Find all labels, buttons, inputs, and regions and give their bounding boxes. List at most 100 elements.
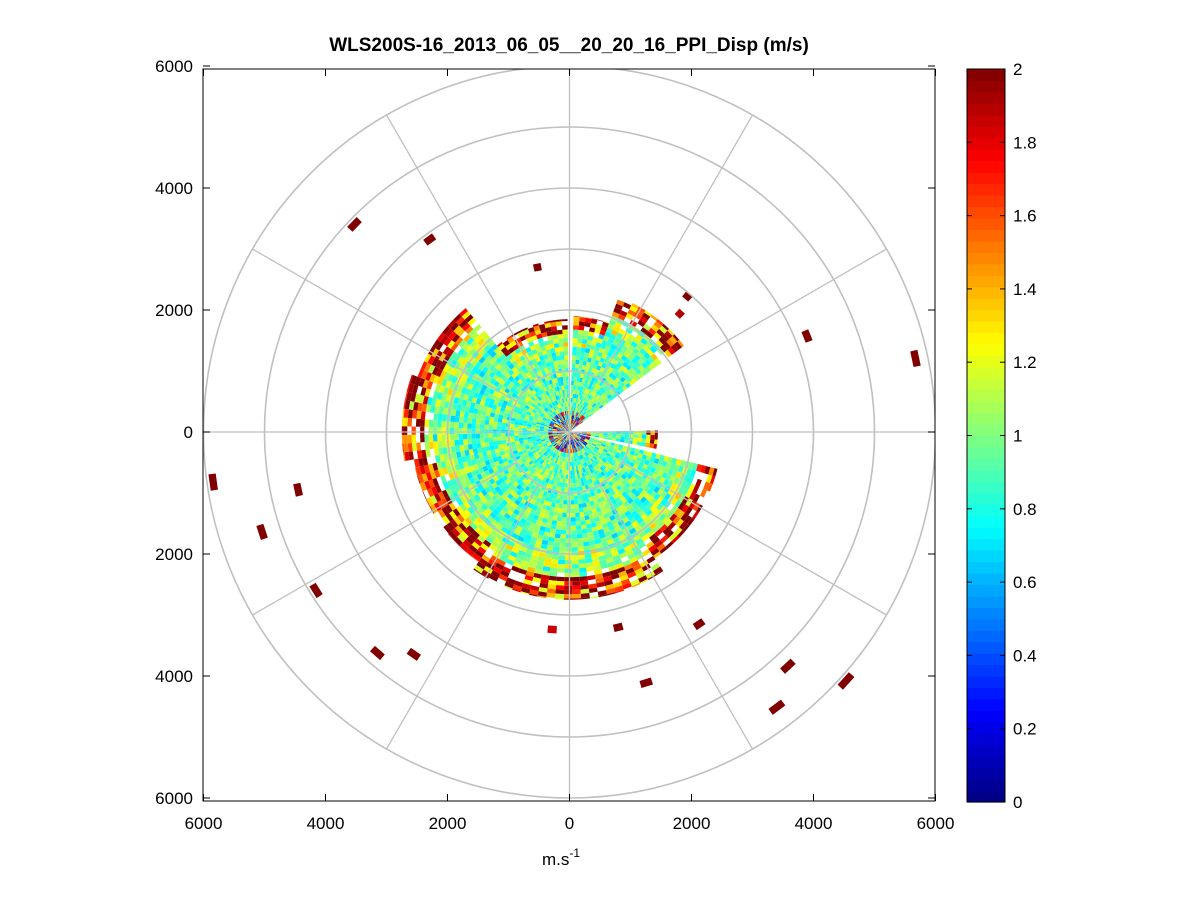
scan-cell <box>500 493 508 500</box>
scan-cell <box>594 454 599 459</box>
scan-cell <box>556 433 562 435</box>
scan-cell <box>628 334 636 342</box>
scan-cell <box>525 445 530 450</box>
scan-cell <box>511 400 518 406</box>
scan-cell <box>578 420 583 424</box>
scan-cell <box>548 497 553 503</box>
scan-cell <box>614 585 624 593</box>
scan-cell <box>502 443 508 448</box>
scan-cell <box>471 385 478 392</box>
scan-cell <box>528 375 534 381</box>
scan-cell <box>537 451 543 456</box>
scan-cell <box>531 358 538 365</box>
scan-cell <box>571 444 573 449</box>
scan-cell <box>556 355 561 361</box>
scan-cell <box>550 502 556 508</box>
scan-cell <box>540 388 546 394</box>
scan-cell <box>609 454 615 460</box>
scan-cell <box>593 393 599 399</box>
scan-cell <box>463 411 469 418</box>
scan-cell <box>524 404 530 410</box>
scan-cell <box>575 521 581 526</box>
scan-cell <box>500 526 509 534</box>
scan-cell <box>561 427 566 431</box>
scan-cell <box>604 454 610 459</box>
scan-cell <box>479 433 485 439</box>
scan-cell <box>570 423 572 428</box>
scan-cell <box>579 317 586 323</box>
scan-cell <box>617 314 626 321</box>
scan-cell <box>548 379 553 385</box>
scan-cell <box>597 361 604 367</box>
scan-cell <box>608 383 614 389</box>
scan-cell <box>600 445 605 449</box>
scan-cell <box>489 511 497 520</box>
scan-cell <box>564 577 573 582</box>
scan-cell <box>523 407 529 412</box>
scan-cell <box>505 544 514 551</box>
azimuth-spoke <box>599 484 754 750</box>
scan-cell <box>542 456 548 461</box>
scan-cell <box>611 329 619 337</box>
outlier-gate <box>208 473 218 491</box>
scan-cell <box>610 473 616 479</box>
scan-cell <box>529 398 535 404</box>
scan-cell <box>681 496 690 505</box>
scan-cell <box>516 329 523 334</box>
scan-cell <box>488 441 494 447</box>
scan-cell <box>564 572 573 578</box>
scan-cell <box>628 507 636 514</box>
scan-cell <box>597 351 603 358</box>
scan-cell <box>571 424 574 429</box>
scan-cell <box>599 505 606 512</box>
scan-cell <box>490 570 501 578</box>
scan-cell <box>599 454 605 459</box>
scan-cell <box>543 462 548 467</box>
scan-cell <box>570 385 574 390</box>
scan-cell <box>596 443 601 447</box>
scan-cell <box>498 373 506 380</box>
scan-cell <box>572 470 575 475</box>
scan-cell <box>401 417 404 427</box>
scan-cell <box>565 435 568 440</box>
scan-cell <box>524 443 530 448</box>
scan-cell <box>459 503 468 512</box>
scan-cell <box>625 376 632 383</box>
scan-cell <box>563 444 566 449</box>
scan-cell <box>445 513 454 522</box>
scan-cell <box>584 407 588 412</box>
scan-cell <box>453 325 462 334</box>
scan-cell <box>586 432 591 434</box>
scan-cell <box>518 467 524 474</box>
scan-cell <box>496 376 503 384</box>
scan-cell <box>616 362 623 369</box>
scan-cell <box>558 338 564 343</box>
scan-cell <box>628 470 635 477</box>
scan-cell <box>577 408 581 413</box>
scan-cell <box>594 484 600 491</box>
scan-cell <box>432 420 438 428</box>
scan-cell <box>490 343 499 351</box>
scan-cell <box>592 387 597 393</box>
scan-cell <box>514 363 521 370</box>
scan-cell <box>534 524 541 530</box>
scan-cell <box>553 417 558 421</box>
scan-cell <box>691 511 699 520</box>
scan-cell <box>552 429 557 431</box>
scan-cell <box>663 467 670 474</box>
scan-cell <box>502 446 508 451</box>
scan-cell <box>492 353 500 361</box>
scan-cell <box>615 474 622 480</box>
scan-cell <box>572 576 580 582</box>
scan-cell <box>581 443 585 448</box>
scan-cell <box>583 402 588 407</box>
scan-cell <box>673 507 682 517</box>
azimuth-spoke <box>385 114 540 380</box>
scan-cell <box>450 342 459 352</box>
scan-cell <box>577 495 582 500</box>
scan-cell <box>449 486 457 495</box>
scan-cell <box>604 460 610 466</box>
scan-cell <box>535 366 541 372</box>
scan-cell <box>486 375 493 383</box>
scan-cell <box>539 355 545 361</box>
